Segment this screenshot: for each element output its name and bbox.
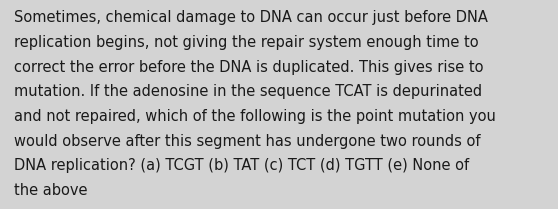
Text: replication begins, not giving the repair system enough time to: replication begins, not giving the repai… [14, 35, 479, 50]
Text: correct the error before the DNA is duplicated. This gives rise to: correct the error before the DNA is dupl… [14, 60, 483, 75]
Text: the above: the above [14, 183, 88, 198]
Text: Sometimes, chemical damage to DNA can occur just before DNA: Sometimes, chemical damage to DNA can oc… [14, 10, 488, 25]
Text: and not repaired, which of the following is the point mutation you: and not repaired, which of the following… [14, 109, 496, 124]
Text: would observe after this segment has undergone two rounds of: would observe after this segment has und… [14, 134, 480, 149]
Text: DNA replication? (a) TCGT (b) TAT (c) TCT (d) TGTT (e) None of: DNA replication? (a) TCGT (b) TAT (c) TC… [14, 158, 469, 173]
Text: mutation. If the adenosine in the sequence TCAT is depurinated: mutation. If the adenosine in the sequen… [14, 84, 482, 99]
